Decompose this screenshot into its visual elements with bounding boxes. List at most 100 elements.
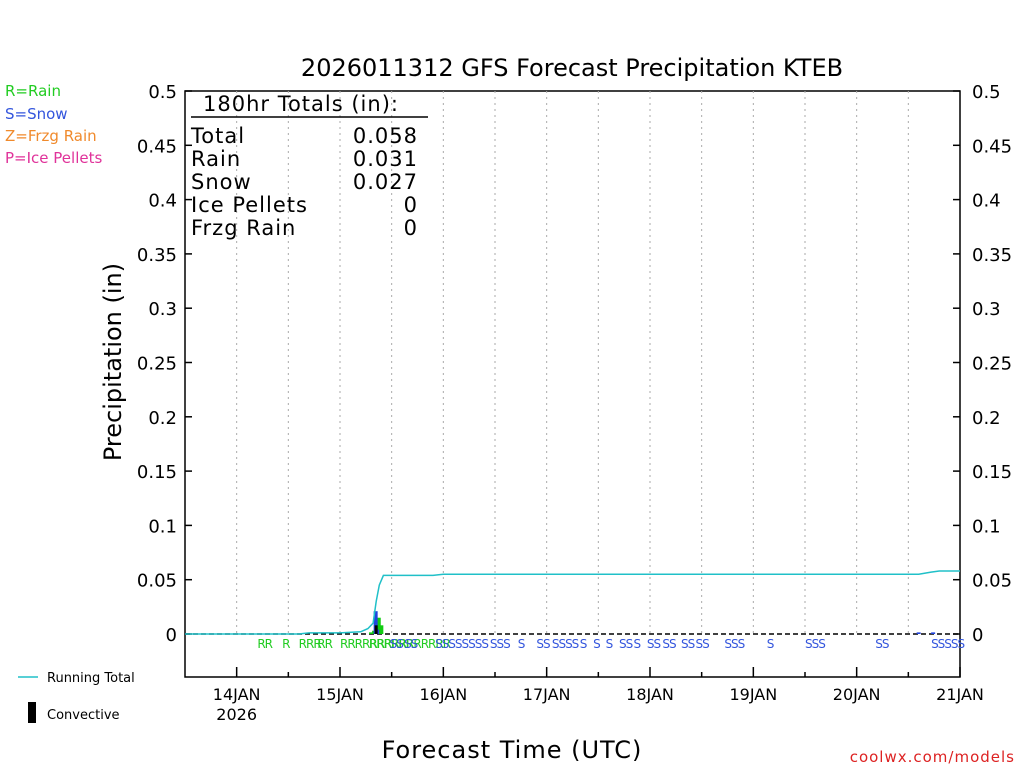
y-axis-label: Precipitation (in) [99,263,127,461]
y-tick-label-left: 0.2 [148,408,177,429]
totals-row-label: Total [190,124,245,148]
running-total-line [185,570,960,635]
y-tick-label-right: 0 [972,625,983,646]
precip-type-label: RRR [299,637,322,651]
x-tick-label: 14JAN [213,685,261,704]
totals-row-value: 0.031 [353,147,418,171]
totals-row-value: 0.027 [353,170,418,194]
precip-type-label: SSSSS [931,637,964,651]
y-tick-label-left: 0.35 [137,245,177,266]
running-total-path [185,570,960,635]
totals-row-label: Rain [191,147,241,171]
x-tick-label: 16JAN [419,685,467,704]
precip-type-label: SS [404,637,418,651]
x-tick-label: 20JAN [833,685,881,704]
x-tick-sublabel: 2026 [216,705,257,724]
x-tick-label: 15JAN [316,685,364,704]
y-tick-label-left: 0.5 [148,82,177,103]
precip-type-label: RR [317,637,332,651]
y-tick-label-right: 0.15 [972,462,1012,483]
precip-type-label: S [633,637,640,651]
precip-type-label: SS [536,637,550,651]
totals-box: 180hr Totals (in): Total 0.058 Rain 0.03… [190,92,428,240]
y-tick-label-left: 0.05 [137,571,177,592]
totals-row-value: 0 [404,193,418,217]
precip-type-label: SS [662,637,676,651]
y-ticks-left: 0 0.05 0.1 0.15 0.2 0.25 0.3 0.35 0.4 0.45 0.5 [137,82,192,646]
precip-bars [369,611,936,634]
totals-row-label: Frzg Rain [191,216,296,240]
totals-heading: 180hr Totals (in): [203,92,399,116]
y-tick-label-right: 0.2 [972,408,1001,429]
x-tick-label: 21JAN [936,685,984,704]
chart-title: 2026011312 GFS Forecast Precipitation KT… [301,54,843,82]
y-tick-label-right: 0.05 [972,571,1012,592]
precip-type-label: SS [390,637,404,651]
y-tick-label-left: 0.45 [137,136,177,157]
precip-type-label: SSS [724,637,744,651]
precip-type-label: RR [257,637,272,651]
precip-bar-convective [374,625,378,634]
precip-type-label: SS [875,637,889,651]
legend-ice-pellets: P=Ice Pellets [5,149,102,167]
totals-row-label: Snow [191,170,252,194]
precip-type-label: SS [619,637,633,651]
y-tick-label-left: 0.4 [148,191,177,212]
y-tick-label-right: 0.35 [972,245,1012,266]
x-tick-label: 17JAN [523,685,571,704]
precip-bar-rain [379,625,384,634]
credit-text: coolwx.com/models [850,748,1015,766]
precip-type-label: S [767,637,774,651]
precip-type-label: S [593,637,600,651]
legend-snow: S=Snow [5,105,68,123]
y-tick-label-right: 0.25 [972,354,1012,375]
precip-type-label: SS [695,637,709,651]
y-tick-label-left: 0 [166,625,177,646]
bottom-legend: Running Total Convective [18,671,135,723]
precip-type-label: SSSSSSSS [435,637,488,651]
legend-rain: R=Rain [5,82,61,100]
totals-row-value: 0 [404,216,418,240]
totals-row-value: 0.058 [353,124,418,148]
running-total-legend-label: Running Total [47,671,135,686]
y-tick-label-right: 0.1 [972,516,1001,537]
precip-bar-rain [369,632,373,634]
precip-type-label: SSS [805,637,825,651]
legend-frzg-rain: Z=Frzg Rain [5,127,97,145]
precip-bar-rain [376,617,381,634]
y-tick-label-right: 0.3 [972,299,1001,320]
precip-type-label: R [282,637,290,651]
y-tick-label-right: 0.45 [972,136,1012,157]
y-tick-label-left: 0.25 [137,354,177,375]
precip-bar-snow [931,632,936,634]
precip-type-label: RRRRRRRRRRRRRRR [340,637,451,651]
totals-row-label: Ice Pellets [191,193,308,217]
precip-type-label: S [580,637,587,651]
convective-legend-label: Convective [47,708,120,723]
y-tick-label-left: 0.3 [148,299,177,320]
precip-bar-snow [916,632,921,634]
y-tick-label-left: 0.15 [137,462,177,483]
precip-type-label: SSSS [552,637,579,651]
precip-type-legend: R=Rain S=Snow Z=Frzg Rain P=Ice Pellets [5,82,102,167]
precip-bar-snow [373,611,378,634]
convective-legend-swatch [28,702,36,723]
y-ticks-right: 0 0.05 0.1 0.15 0.2 0.25 0.3 0.35 0.4 0.45 0.5 [953,82,1012,646]
precip-type-label: SS [681,637,695,651]
plot-frame [184,90,961,678]
x-tick-label: 19JAN [729,685,777,704]
y-tick-label-left: 0.1 [148,516,177,537]
precip-type-label: S [518,637,525,651]
y-tick-label-right: 0.5 [972,82,1001,103]
precip-type-label: S [606,637,613,651]
x-axis-label: Forecast Time (UTC) [382,736,643,764]
precip-type-label: SSS [490,637,510,651]
x-tick-label: 18JAN [626,685,674,704]
y-tick-label-right: 0.4 [972,191,1001,212]
precip-type-label: SS [647,637,661,651]
grid-lines [236,91,909,634]
precip-type-label: RRRRRR [369,637,414,651]
